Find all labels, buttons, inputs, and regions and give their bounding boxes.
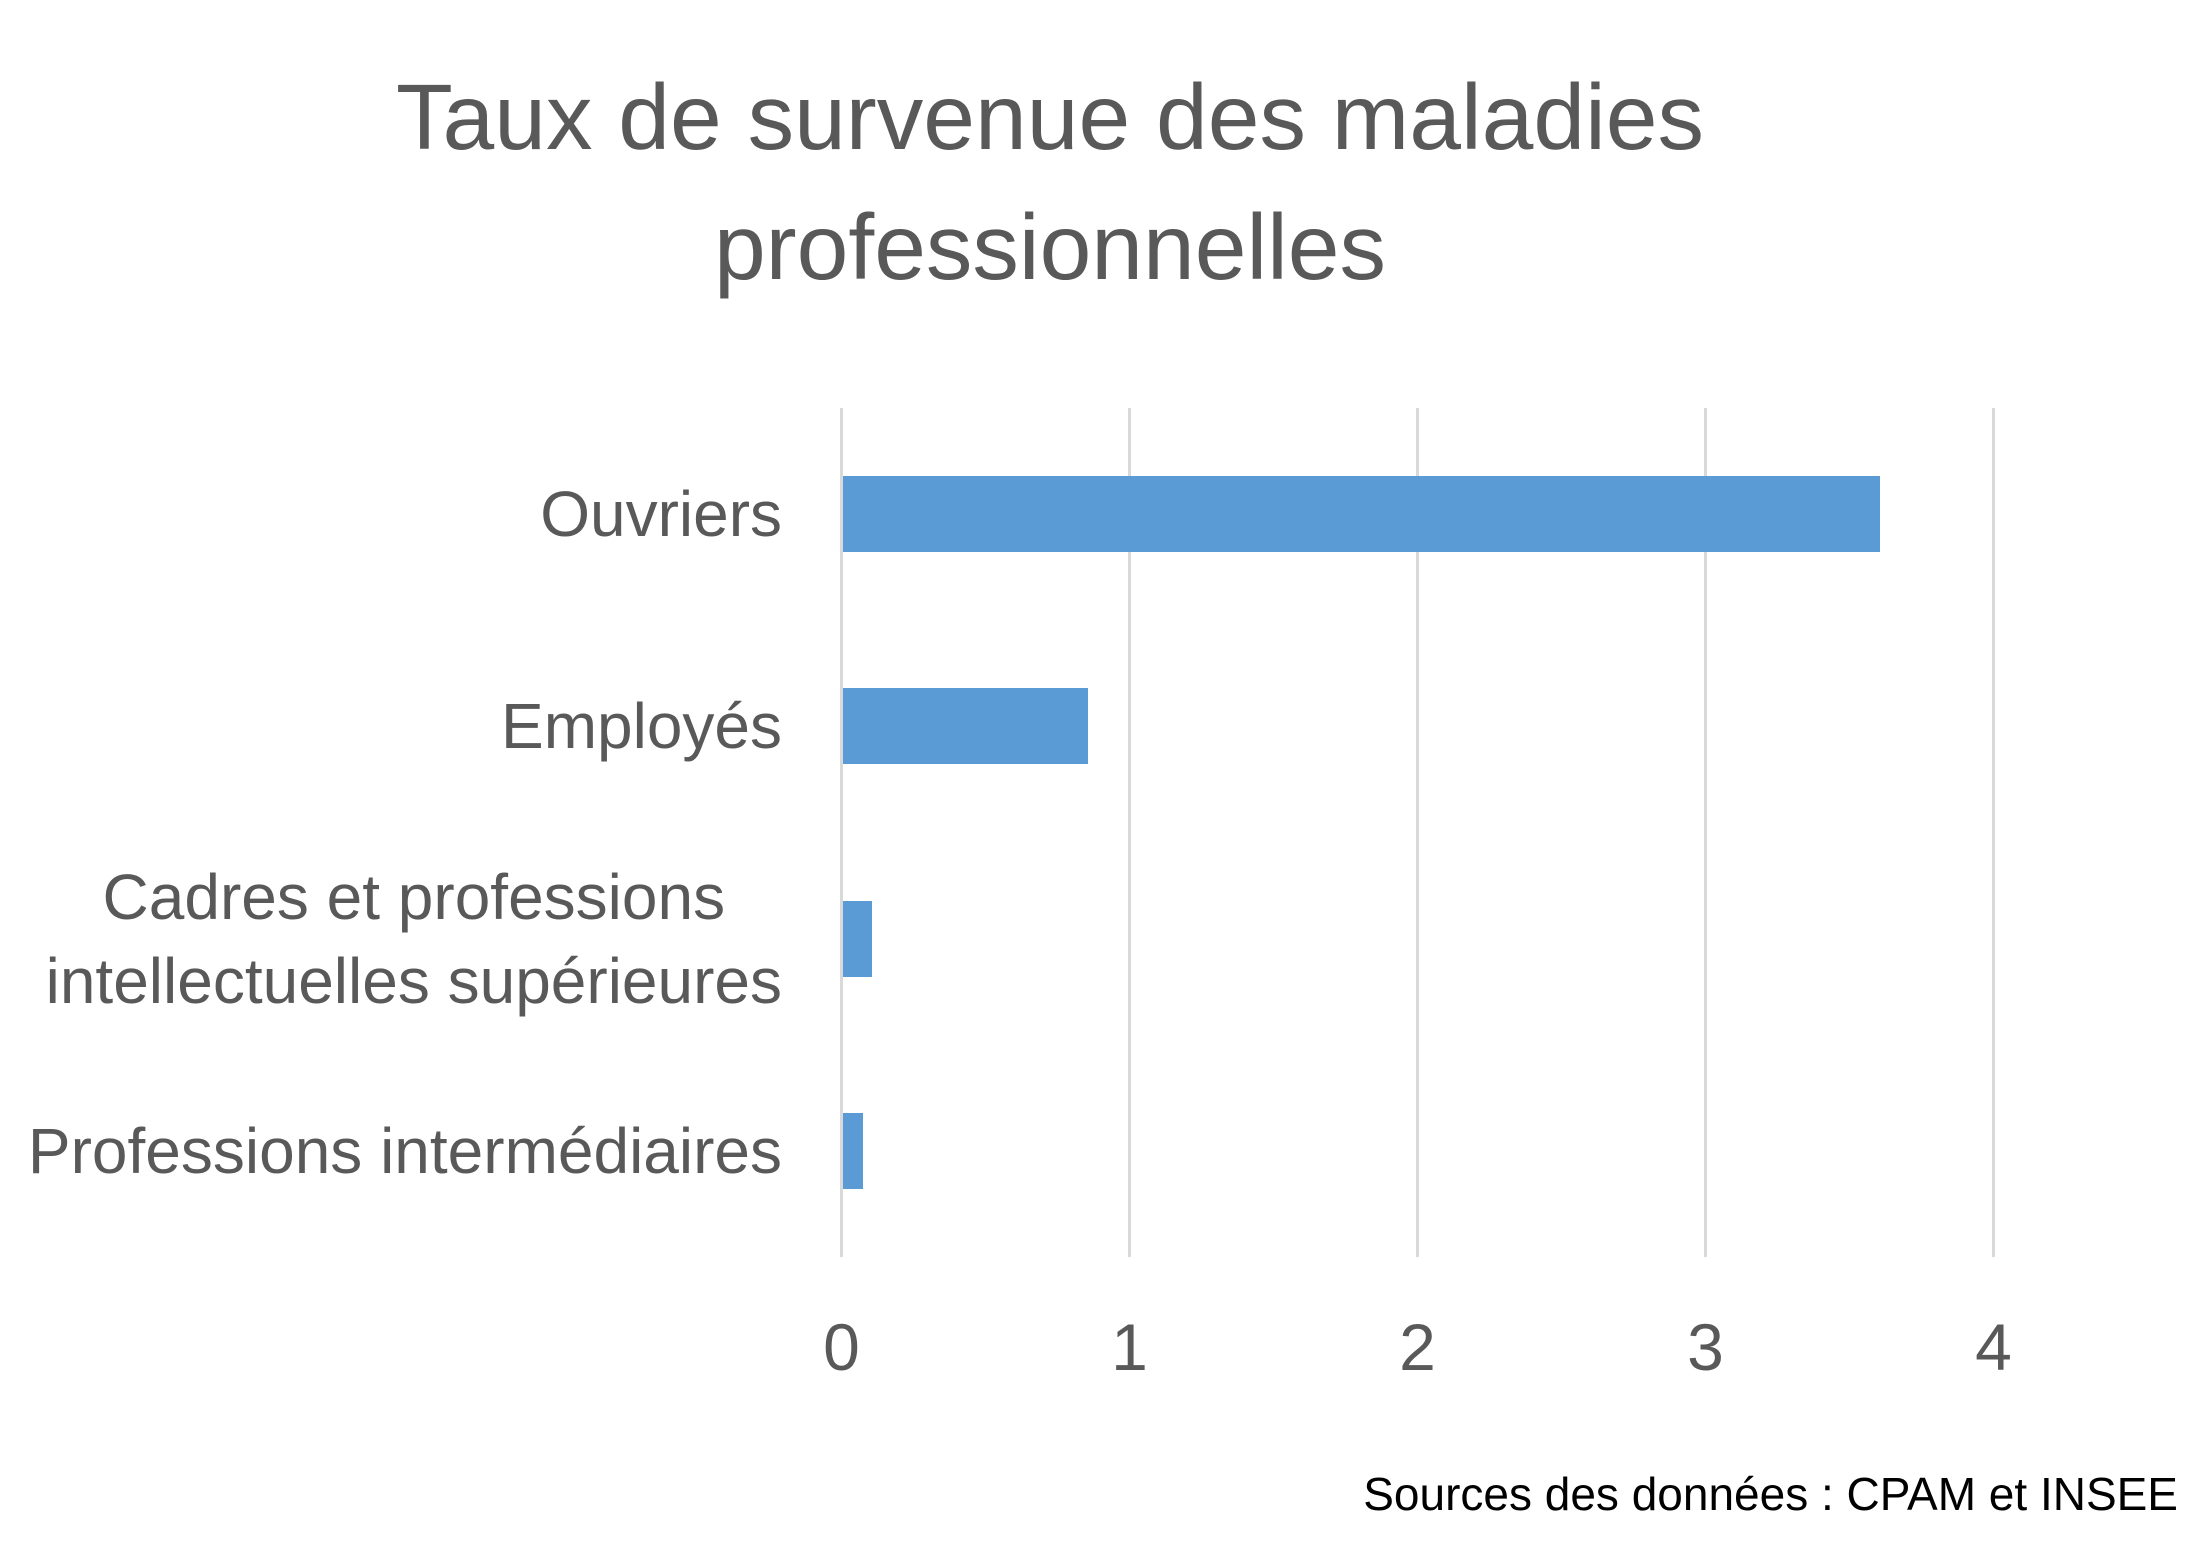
category-label-1: Employés [501,684,782,768]
gridline-x-1 [1128,408,1131,1257]
category-label-0: Ouvriers [540,472,782,556]
gridline-x-0 [840,408,843,1257]
category-label-3-line-0: Professions intermédiaires [27,1114,782,1187]
category-bar-3 [843,1112,864,1189]
category-label-3: Professions intermédiaires [28,1109,782,1193]
x-tick-label-4: 4 [1975,1310,2012,1384]
chart-title-line-2: professionnelles [713,195,1387,299]
category-label-0-line-0: Ouvriers [540,478,782,551]
category-label-2-line-1: intellectuelles supérieures [45,944,782,1017]
category-bar-0 [843,476,1880,553]
gridline-x-2 [1416,408,1419,1257]
x-tick-label-1: 1 [1111,1310,1148,1384]
gridline-x-4 [1992,408,1995,1257]
category-label-1-line-0: Employés [501,690,782,763]
category-label-2-line-0: Cadres et professions [102,860,726,933]
chart-title-line-1: Taux de survenue des maladies [396,65,1704,169]
gridline-x-3 [1704,408,1707,1257]
chart-title: Taux de survenue des maladies profession… [50,52,2050,312]
x-tick-label-3: 3 [1687,1310,1724,1384]
category-label-2: Cadres et professions intellectuelles sup… [46,855,782,1023]
category-bar-2 [843,900,872,977]
category-bar-1 [843,688,1088,765]
x-tick-label-0: 0 [823,1310,860,1384]
x-tick-label-2: 2 [1399,1310,1436,1384]
source-note: Sources des données : CPAM et INSEE [1363,1468,2178,1520]
